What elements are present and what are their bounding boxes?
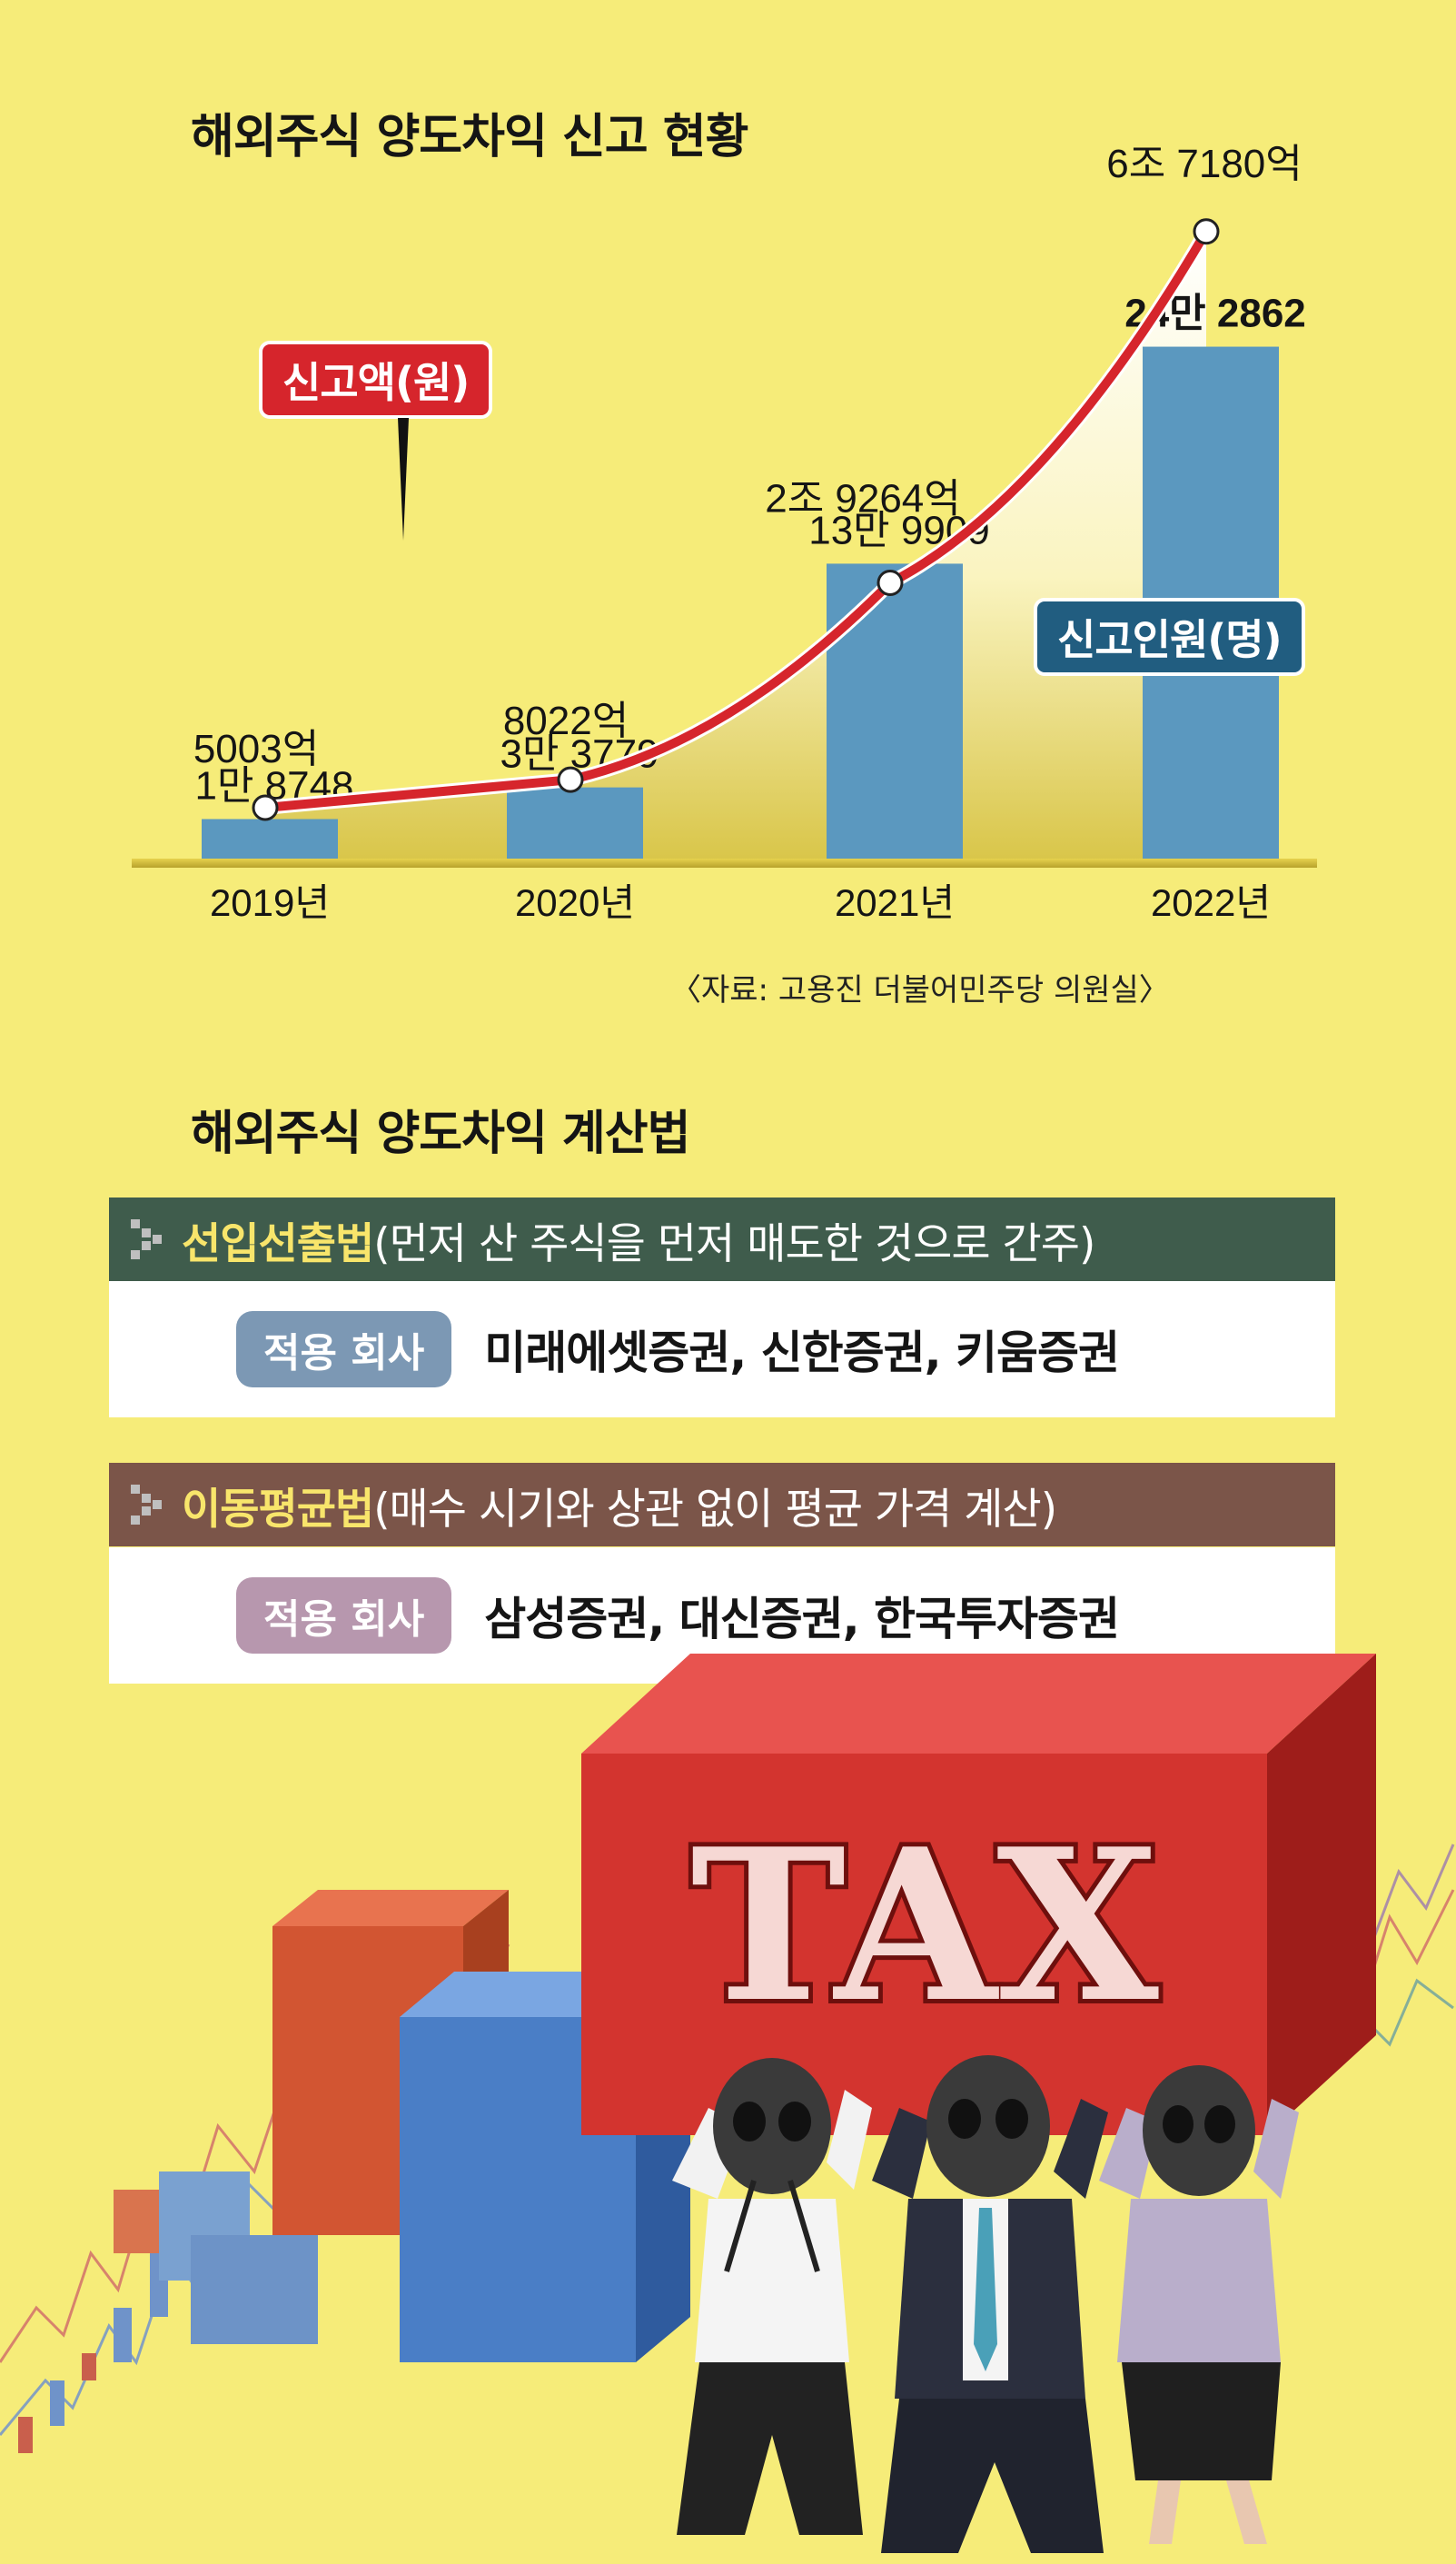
amount-point-3 — [877, 570, 904, 597]
bar-people-3 — [827, 563, 963, 859]
method-desc-avg: (매수 시기와 상관 없이 평균 가격 계산) — [373, 1484, 1057, 1535]
amount-label-4: 6조 7180억 — [1106, 142, 1302, 186]
firms-fifo: 미래에셋증권, 신한증권, 키움증권 — [484, 1327, 1120, 1379]
amount-point-1 — [252, 794, 279, 821]
amount-point-4 — [1193, 218, 1220, 245]
ant-figure-middle — [872, 2055, 1108, 2553]
arrow-icon — [131, 1485, 162, 1525]
x-tick-label-2: 2020년 — [515, 881, 635, 924]
candlesticks — [18, 2253, 168, 2453]
tax-label: TAX — [690, 1804, 1159, 2049]
amount-label-3: 2조 9264억 — [765, 477, 961, 522]
method-header-fifo: 선입선출법 (먼저 산 주식을 먼저 매도한 것으로 간주) — [109, 1198, 1335, 1281]
method-header-avg: 이동평균법 (매수 시기와 상관 없이 평균 가격 계산) — [109, 1463, 1335, 1546]
area-fill — [265, 231, 1206, 859]
step-blocks — [114, 2171, 318, 2344]
applies-badge-avg: 적용 회사 — [236, 1577, 452, 1654]
tax-illustration: TAX — [0, 1654, 1455, 2553]
tax-block: TAX — [581, 1654, 1376, 2135]
legend-people: 신고인원(명) — [1034, 598, 1305, 676]
ant-figures — [672, 2055, 1299, 2553]
ant-figure-right — [1099, 2065, 1299, 2544]
amount-label-1: 5003억 — [193, 727, 319, 771]
amount-point-2 — [557, 766, 584, 793]
x-tick-label-4: 2022년 — [1151, 881, 1271, 924]
method-name-fifo: 선입선출법 — [182, 1218, 374, 1269]
bar-people-2 — [507, 787, 643, 859]
firms-avg: 삼성증권, 대신증권, 한국투자증권 — [484, 1593, 1120, 1645]
x-axis-base — [132, 859, 1317, 868]
method-desc-fifo: (먼저 산 주식을 먼저 매도한 것으로 간주) — [373, 1218, 1095, 1269]
methods-title: 해외주식 양도차익 계산법 — [191, 1107, 690, 1161]
x-tick-label-3: 2021년 — [835, 881, 955, 924]
amount-label-2: 8022억 — [503, 699, 629, 743]
arrow-icon — [131, 1219, 162, 1259]
bar-people-1 — [202, 819, 338, 859]
applies-badge-fifo: 적용 회사 — [236, 1311, 452, 1387]
chart-source: 〈자료: 고용진 더불어민주당 의원실〉 — [670, 972, 1170, 1009]
x-tick-label-1: 2019년 — [210, 881, 330, 924]
legend-amount-pointer — [398, 418, 409, 541]
method-name-avg: 이동평균법 — [182, 1484, 374, 1535]
chart-title: 해외주식 양도차익 신고 현황 — [191, 110, 748, 164]
method-body-fifo: 적용 회사 미래에셋증권, 신한증권, 키움증권 — [109, 1281, 1335, 1417]
ant-figure-left — [672, 2058, 872, 2535]
legend-amount: 신고액(원) — [259, 341, 493, 419]
